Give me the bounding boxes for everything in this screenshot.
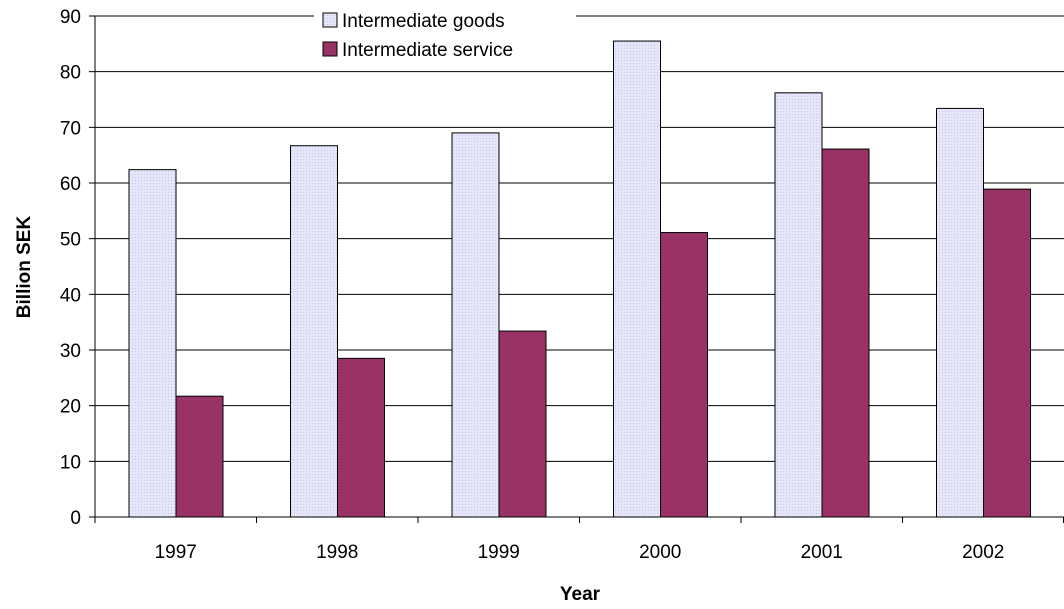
y-tick-label: 80 xyxy=(60,63,81,84)
gridlines xyxy=(95,15,1064,462)
bar-intermediate-service xyxy=(337,357,385,518)
x-tick-label: 1998 xyxy=(316,542,358,563)
y-tick-label: 20 xyxy=(60,397,81,418)
y-tick-label: 60 xyxy=(60,174,81,195)
y-tick-label: 40 xyxy=(60,285,81,306)
legend-box xyxy=(314,6,576,68)
legend-swatch-goods xyxy=(322,12,338,28)
legend-label-service: Intermediate service xyxy=(342,40,513,61)
y-tick-labels: 0 10 20 30 40 50 60 70 80 90 xyxy=(60,7,81,529)
y-tick-label: 10 xyxy=(60,452,81,473)
bar-intermediate-goods xyxy=(936,107,984,518)
bar-intermediate-service xyxy=(821,148,870,518)
x-tick-label: 2002 xyxy=(962,542,1004,563)
bar-intermediate-service xyxy=(175,395,224,518)
x-tick-label: 1999 xyxy=(478,542,520,563)
x-tick-label: 2000 xyxy=(639,542,681,563)
y-tick-label: 70 xyxy=(60,118,81,139)
bar-intermediate-goods xyxy=(451,132,500,518)
bar-intermediate-service xyxy=(660,232,708,518)
x-tick-label: 1997 xyxy=(155,542,197,563)
bar-intermediate-service xyxy=(983,188,1031,518)
bar-intermediate-goods xyxy=(774,92,823,518)
y-tick-label: 30 xyxy=(60,341,81,362)
x-axis-title: Year xyxy=(560,584,601,605)
bar-intermediate-goods xyxy=(290,145,338,518)
axes xyxy=(89,15,1064,523)
x-tick-labels: 1997 1998 1999 2000 2001 2002 xyxy=(155,542,1005,563)
legend: Intermediate goods Intermediate service xyxy=(314,6,576,68)
y-axis-title: Billion SEK xyxy=(14,216,35,319)
bar-intermediate-goods xyxy=(128,169,177,518)
bar-intermediate-goods xyxy=(613,40,661,518)
bar-intermediate-service xyxy=(498,330,547,518)
y-tick-label: 0 xyxy=(70,508,81,529)
legend-label-goods: Intermediate goods xyxy=(342,11,505,32)
x-tick-label: 2001 xyxy=(801,542,843,563)
bars xyxy=(128,40,1031,518)
y-tick-label: 50 xyxy=(60,230,81,251)
legend-swatch-service xyxy=(322,41,338,57)
y-tick-label: 90 xyxy=(60,7,81,28)
